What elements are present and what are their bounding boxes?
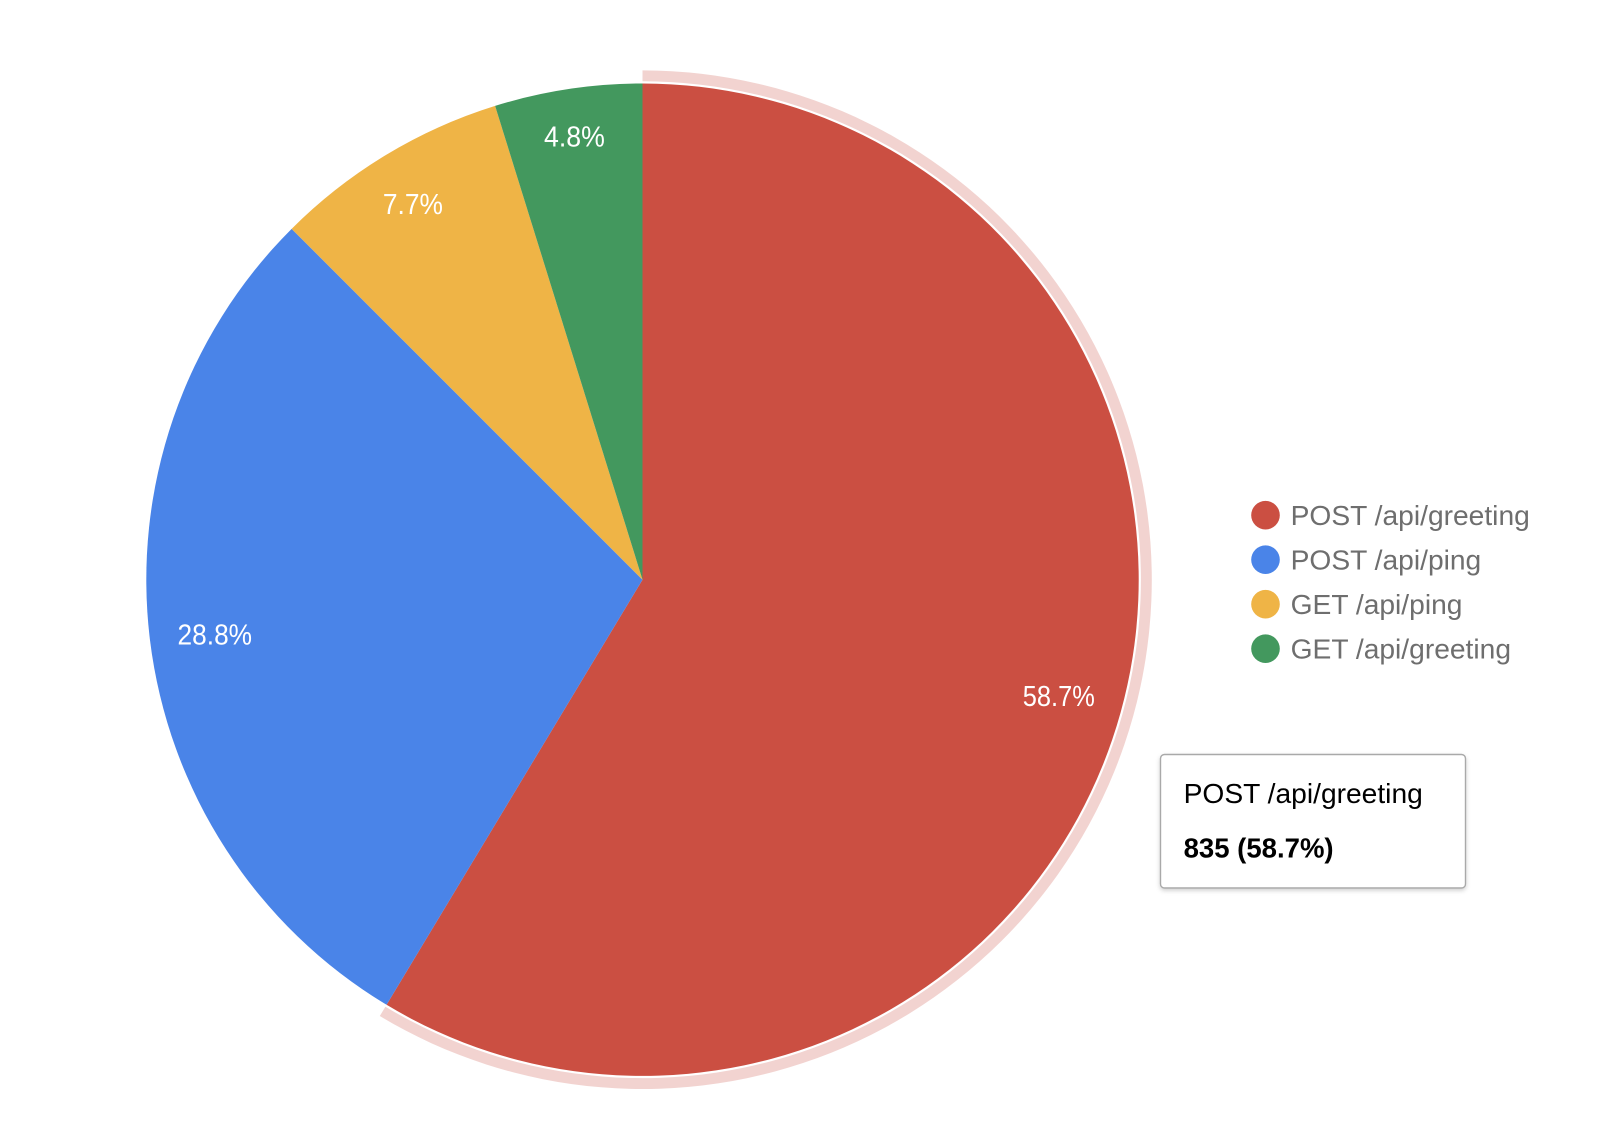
svg-text:GET /api/ping: GET /api/ping xyxy=(1291,588,1463,620)
svg-text:4.8%: 4.8% xyxy=(544,121,605,153)
svg-text:GET /api/greeting: GET /api/greeting xyxy=(1291,632,1511,664)
svg-text:POST /api/greeting: POST /api/greeting xyxy=(1291,499,1530,531)
svg-text:58.7%: 58.7% xyxy=(1023,680,1095,712)
svg-text:POST /api/ping: POST /api/ping xyxy=(1291,543,1482,575)
svg-text:28.8%: 28.8% xyxy=(178,619,253,651)
svg-text:7.7%: 7.7% xyxy=(383,188,443,220)
svg-text:POST /api/greeting: POST /api/greeting xyxy=(1184,777,1423,809)
svg-text:835 (58.7%): 835 (58.7%) xyxy=(1184,832,1334,864)
